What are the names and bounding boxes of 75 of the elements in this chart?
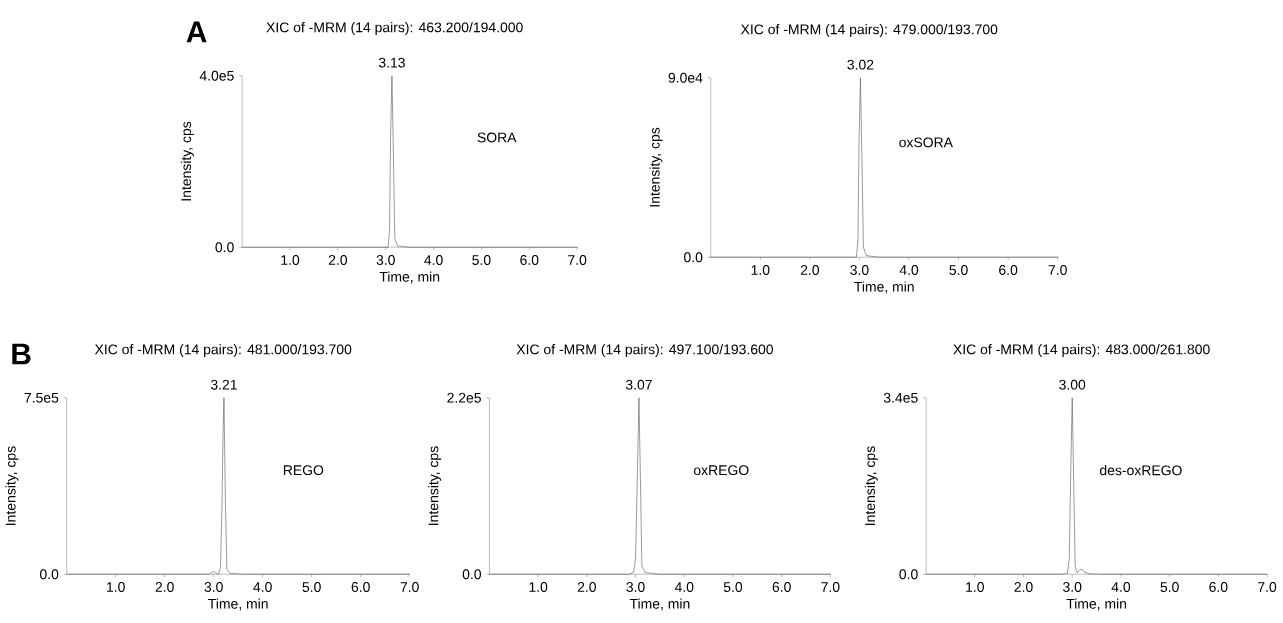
x-tick-label: 6.0 xyxy=(520,255,539,265)
text: A xyxy=(186,21,207,43)
x-tick-label: 6.0 xyxy=(999,265,1018,275)
x-tick-label: 1.0 xyxy=(107,582,125,592)
y-tick-label: 4.0e5 xyxy=(199,70,234,81)
annotation: oxREGO xyxy=(693,465,749,476)
x-tick-label: 7.0 xyxy=(1048,265,1067,275)
y-tick-label: 0.0 xyxy=(462,569,482,580)
x-axis-title: Time, min xyxy=(854,281,914,294)
line-series xyxy=(489,397,831,575)
x-tick-label: 6.0 xyxy=(1209,582,1228,592)
x-axis-title: Time, min xyxy=(629,598,690,611)
annotation: 3.21 xyxy=(210,379,237,390)
y-axis-title: Intensity, cps xyxy=(180,121,194,201)
annotation: 3.07 xyxy=(625,379,652,390)
x-tick-label: 2.0 xyxy=(328,255,348,265)
x-tick-label: 4.0 xyxy=(424,255,443,265)
x-tick-label: 5.0 xyxy=(723,582,743,592)
x-tick-label: 4.0 xyxy=(253,582,272,592)
y-tick-label: 3.4e5 xyxy=(883,392,918,403)
line-series xyxy=(925,397,1268,575)
x-tick-label: 7.0 xyxy=(568,255,587,265)
x-tick-label: 5.0 xyxy=(949,265,968,275)
x-tick-label: 2.0 xyxy=(1014,582,1033,592)
annotation: 3.02 xyxy=(847,59,874,70)
y-axis-title: Intensity, cps xyxy=(5,446,19,525)
x-tick-label: 7.0 xyxy=(400,582,419,592)
x-tick-label: 1.0 xyxy=(966,582,984,592)
y-tick-label: 9.0e4 xyxy=(668,72,703,83)
x-tick-label: 1.0 xyxy=(529,582,548,592)
x-tick-label: 6.0 xyxy=(351,582,370,592)
text: B xyxy=(12,343,31,365)
x-tick-label: 5.0 xyxy=(472,255,491,265)
x-tick-label: 3.0 xyxy=(204,582,223,592)
y-axis-title: Intensity, cps xyxy=(428,446,442,525)
x-tick-label: 4.0 xyxy=(899,265,919,275)
annotation: oxSORA xyxy=(899,137,953,148)
x-axis-title: Time, min xyxy=(208,598,268,611)
chart-title: XIC of -MRM (14 pairs): 479.000/193.700 xyxy=(740,23,998,37)
x-tick-label: 3.0 xyxy=(626,582,645,592)
annotation: des-oxREGO xyxy=(1100,464,1182,476)
x-tick-label: 5.0 xyxy=(1160,582,1179,592)
chart-title: XIC of -MRM (14 pairs): 463.200/194.000 xyxy=(266,21,523,35)
x-tick-label: 3.0 xyxy=(850,265,869,275)
y-tick-label: 7.5e5 xyxy=(24,392,59,403)
x-axis-title: Time, min xyxy=(379,271,440,284)
y-tick-label: 2.2e5 xyxy=(447,392,481,403)
x-tick-label: 7.0 xyxy=(821,582,840,592)
x-tick-label: 4.0 xyxy=(1111,582,1131,592)
y-tick-label: 0.0 xyxy=(684,252,703,263)
x-tick-label: 3.0 xyxy=(376,255,395,265)
y-tick-label: 0.0 xyxy=(215,242,234,253)
annotation: REGO xyxy=(283,465,324,476)
chart-title: XIC of -MRM (14 pairs): 483.000/261.800 xyxy=(953,344,1210,358)
x-tick-label: 5.0 xyxy=(302,582,321,592)
line-series xyxy=(66,397,410,575)
y-tick-label: 0.0 xyxy=(899,569,918,580)
x-tick-label: 7.0 xyxy=(1258,582,1277,592)
x-tick-label: 2.0 xyxy=(577,582,596,592)
x-tick-label: 2.0 xyxy=(155,582,174,592)
annotation: 3.13 xyxy=(378,57,405,68)
y-axis-title: Intensity, cps xyxy=(864,446,878,525)
x-tick-label: 2.0 xyxy=(800,265,820,275)
y-tick-label: 0.0 xyxy=(39,569,59,580)
x-tick-label: 3.0 xyxy=(1063,582,1082,592)
chart-title: XIC of -MRM (14 pairs): 481.000/193.700 xyxy=(94,344,352,358)
x-tick-label: 1.0 xyxy=(281,255,300,265)
annotation: SORA xyxy=(477,132,517,143)
x-tick-label: 1.0 xyxy=(751,265,770,275)
x-tick-label: 4.0 xyxy=(674,582,694,592)
x-axis-title: Time, min xyxy=(1066,598,1127,611)
y-axis-title: Intensity, cps xyxy=(649,127,663,207)
x-tick-label: 6.0 xyxy=(772,582,791,592)
annotation: 3.00 xyxy=(1059,379,1086,390)
chart-title: XIC of -MRM (14 pairs): 497.100/193.600 xyxy=(516,344,774,358)
